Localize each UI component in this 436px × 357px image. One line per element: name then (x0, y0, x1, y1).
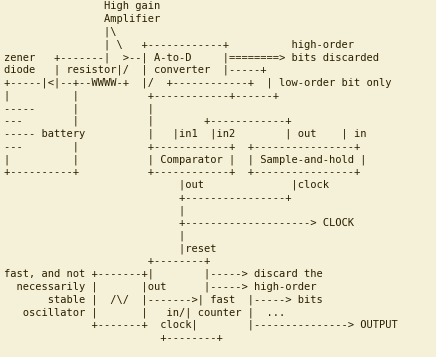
Text: |reset: |reset (4, 243, 217, 254)
Text: | \   +------------+          high-order: | \ +------------+ high-order (4, 39, 354, 50)
Text: Amplifier: Amplifier (4, 14, 160, 24)
Text: necessarily |       |out      |-----> high-order: necessarily | |out |-----> high-order (4, 282, 317, 292)
Text: -----      |           |: ----- | | (4, 103, 154, 114)
Text: +--------+: +--------+ (4, 256, 211, 266)
Text: fast, and not +-------+|        |-----> discard the: fast, and not +-------+| |-----> discard… (4, 269, 323, 280)
Text: +-------+  clock|        |---------------> OUTPUT: +-------+ clock| |---------------> OUTPU… (4, 320, 398, 330)
Text: |: | (4, 205, 186, 216)
Text: |          |           | Comparator |  | Sample-and-hold |: | | | Comparator | | Sample-and-hold | (4, 154, 367, 165)
Text: |\: |\ (4, 27, 117, 37)
Text: |          |           +------------+------+: | | +------------+------+ (4, 90, 279, 101)
Text: stable |  /\/  |------->| fast  |-----> bits: stable | /\/ |------->| fast |-----> bit… (4, 295, 323, 305)
Text: diode   | resistor|/  | converter  |-----+: diode | resistor|/ | converter |-----+ (4, 65, 267, 75)
Text: |: | (4, 231, 186, 241)
Text: +----------------+: +----------------+ (4, 193, 292, 203)
Text: +-----|<|--+--WWWW-+  |/  +------------+  | low-order bit only: +-----|<|--+--WWWW-+ |/ +------------+ |… (4, 77, 392, 88)
Text: oscillator |       |   in/| counter |  ...: oscillator | | in/| counter | ... (4, 307, 286, 318)
Text: +--------+: +--------+ (4, 333, 223, 343)
Text: zener   +-------|  >--| A-to-D     |========> bits discarded: zener +-------| >--| A-to-D |========> b… (4, 52, 379, 62)
Text: ---        |           +------------+  +----------------+: --- | +------------+ +----------------+ (4, 141, 361, 152)
Text: ----- battery          |   |in1  |in2        | out    | in: ----- battery | |in1 |in2 | out | in (4, 129, 367, 139)
Text: +----------+           +------------+  +----------------+: +----------+ +------------+ +-----------… (4, 167, 361, 177)
Text: High gain: High gain (4, 1, 160, 11)
Text: +--------------------> CLOCK: +--------------------> CLOCK (4, 218, 354, 228)
Text: ---        |           |        +------------+: --- | | +------------+ (4, 116, 292, 126)
Text: |out              |clock: |out |clock (4, 180, 329, 190)
